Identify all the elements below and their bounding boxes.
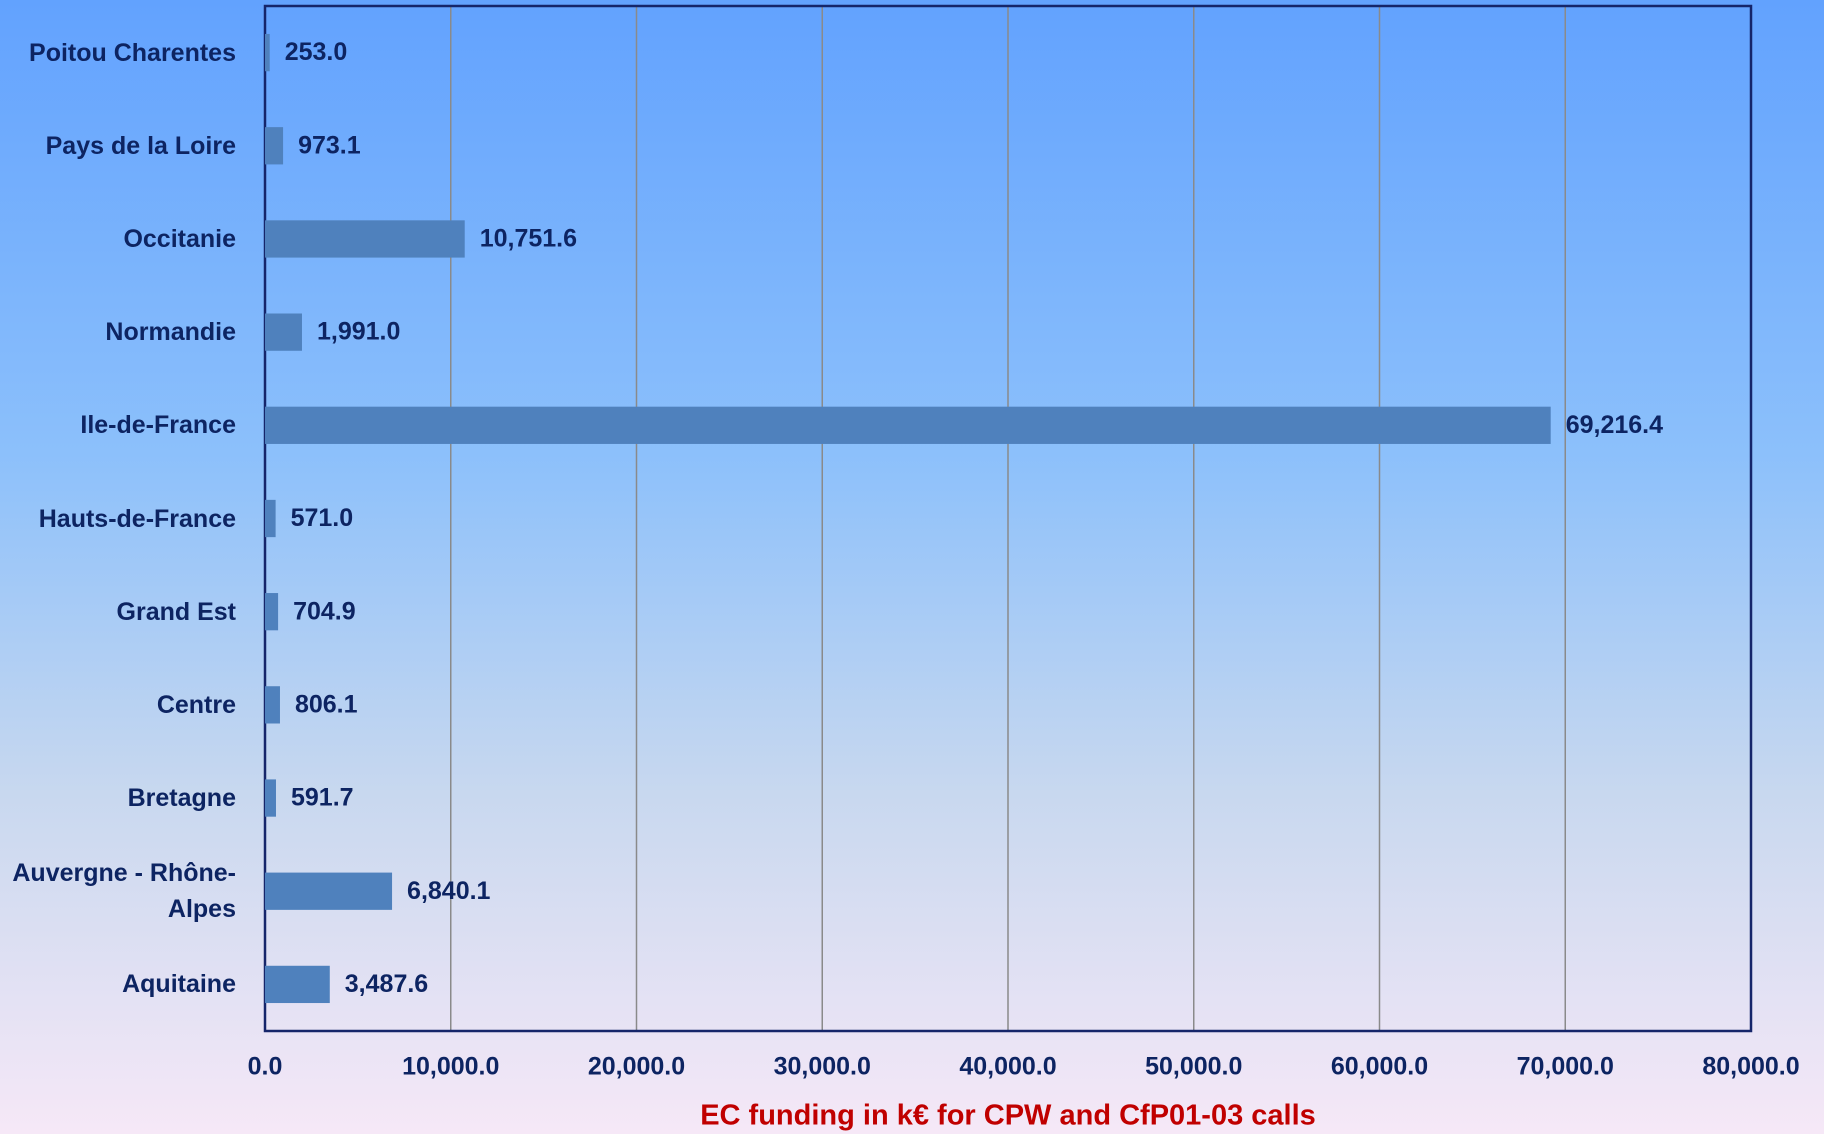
- y-tick-label: Hauts-de-France: [38, 504, 236, 533]
- value-label: 1,991.0: [317, 318, 400, 346]
- x-tick-label: 20,000.0: [588, 1053, 685, 1081]
- x-tick-label: 50,000.0: [1145, 1053, 1242, 1081]
- y-tick-label: Grand Est: [116, 597, 236, 626]
- bar: [265, 965, 330, 1004]
- x-tick-label: 0.0: [248, 1053, 283, 1081]
- value-label: 973.1: [298, 131, 361, 159]
- bar: [265, 872, 393, 910]
- value-label: 69,216.4: [1566, 411, 1663, 439]
- y-tick-label: Auvergne - Rhône-Alpes: [12, 859, 236, 924]
- x-tick-label: 80,000.0: [1702, 1053, 1799, 1081]
- bar: [265, 499, 276, 538]
- y-tick-label: Pays de la Loire: [45, 131, 236, 160]
- y-tick-label: Centre: [156, 690, 236, 719]
- bar: [265, 127, 284, 165]
- y-tick-label: Occitanie: [123, 224, 236, 253]
- y-tick-label: Normandie: [105, 318, 236, 347]
- value-label: 591.7: [291, 784, 354, 812]
- value-label: 253.0: [285, 38, 348, 66]
- y-tick-label: Bretagne: [127, 784, 236, 813]
- bar: [265, 313, 302, 351]
- bar: [265, 406, 1551, 444]
- x-tick-label: 10,000.0: [402, 1053, 499, 1081]
- bar: [265, 33, 270, 72]
- y-tick-label: Ile-de-France: [80, 411, 236, 440]
- y-tick-label: Poitou Charentes: [29, 38, 236, 67]
- value-label: 10,751.6: [480, 225, 577, 253]
- bar: [265, 593, 279, 631]
- x-tick-label: 30,000.0: [774, 1053, 871, 1081]
- value-label: 704.9: [293, 597, 356, 625]
- value-label: 806.1: [295, 690, 358, 718]
- x-tick-label: 60,000.0: [1331, 1053, 1428, 1081]
- value-label: 6,840.1: [407, 877, 491, 905]
- bar: [265, 686, 280, 724]
- x-axis-title: EC funding in k€ for CPW and CfP01-03 ca…: [700, 1100, 1316, 1132]
- y-tick-label: Aquitaine: [122, 970, 236, 999]
- x-tick-label: 70,000.0: [1517, 1053, 1614, 1081]
- value-label: 3,487.6: [345, 970, 428, 998]
- x-tick-label: 40,000.0: [959, 1053, 1056, 1081]
- bar: [265, 220, 465, 258]
- bar: [265, 779, 276, 817]
- value-label: 571.0: [291, 504, 354, 532]
